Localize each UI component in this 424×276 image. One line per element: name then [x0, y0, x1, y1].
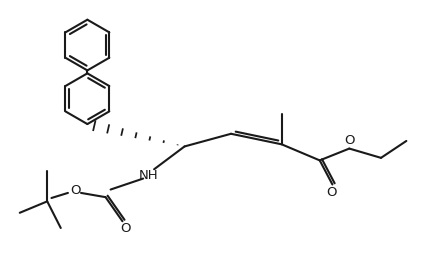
- Text: O: O: [344, 134, 354, 147]
- Text: O: O: [120, 222, 131, 235]
- Text: NH: NH: [139, 169, 159, 182]
- Text: O: O: [70, 184, 81, 197]
- Text: O: O: [326, 186, 337, 200]
